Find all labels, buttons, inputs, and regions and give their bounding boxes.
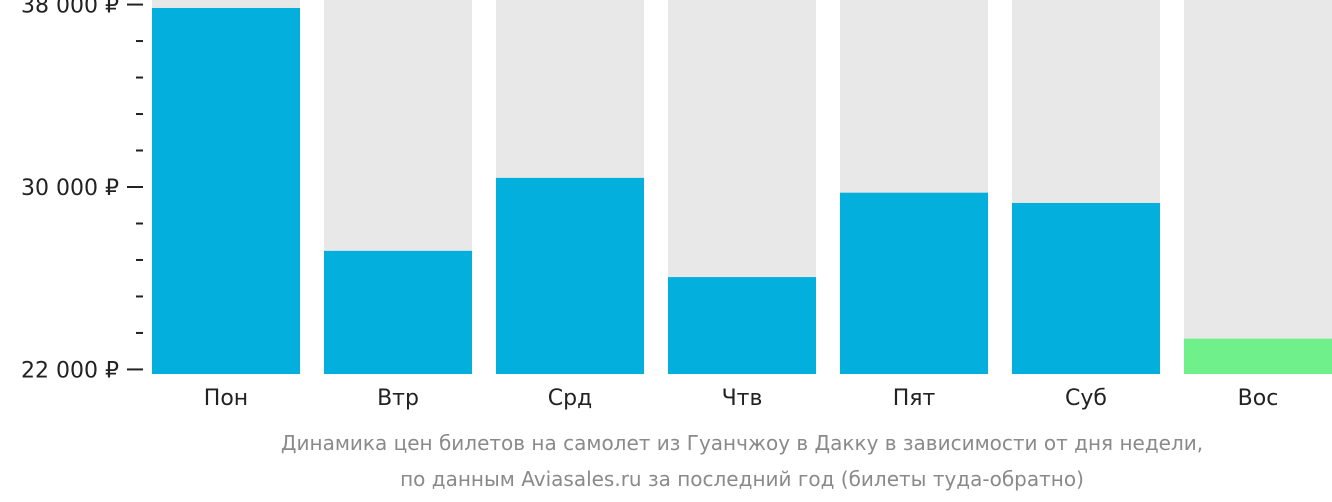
- bar: [1184, 338, 1332, 374]
- chart-caption-line-1: Динамика цен билетов на самолет из Гуанч…: [280, 431, 1204, 455]
- x-tick-label: Чтв: [722, 386, 763, 411]
- price-by-weekday-chart: 38 000 ₽ 30 000 ₽ 22 000 ₽ Пон Втр Срд Чтв Пят…: [21, 0, 1332, 411]
- x-axis-labels: Пон Втр Срд Чтв Пят Суб Вос: [204, 386, 1279, 411]
- chart-caption-line-2: по данным Aviasales.ru за последний год …: [400, 467, 1084, 491]
- bar-track: [1184, 0, 1332, 374]
- x-tick-label: Вос: [1238, 386, 1279, 411]
- bar: [668, 277, 816, 374]
- y-tick-label: 22 000 ₽: [21, 358, 119, 383]
- x-tick-label: Пон: [204, 386, 248, 411]
- bar: [152, 7, 300, 374]
- bar: [840, 192, 988, 374]
- x-tick-label: Срд: [548, 386, 593, 411]
- y-axis: 38 000 ₽ 30 000 ₽ 22 000 ₽: [21, 0, 143, 383]
- bar: [324, 250, 472, 374]
- bar: [1012, 202, 1160, 374]
- y-tick-label: 30 000 ₽: [21, 176, 119, 201]
- x-tick-label: Втр: [377, 386, 419, 411]
- x-tick-label: Суб: [1065, 386, 1107, 411]
- bar: [496, 177, 644, 374]
- bars: [152, 7, 1332, 374]
- x-tick-label: Пят: [893, 386, 936, 411]
- y-tick-label: 38 000 ₽: [21, 0, 119, 19]
